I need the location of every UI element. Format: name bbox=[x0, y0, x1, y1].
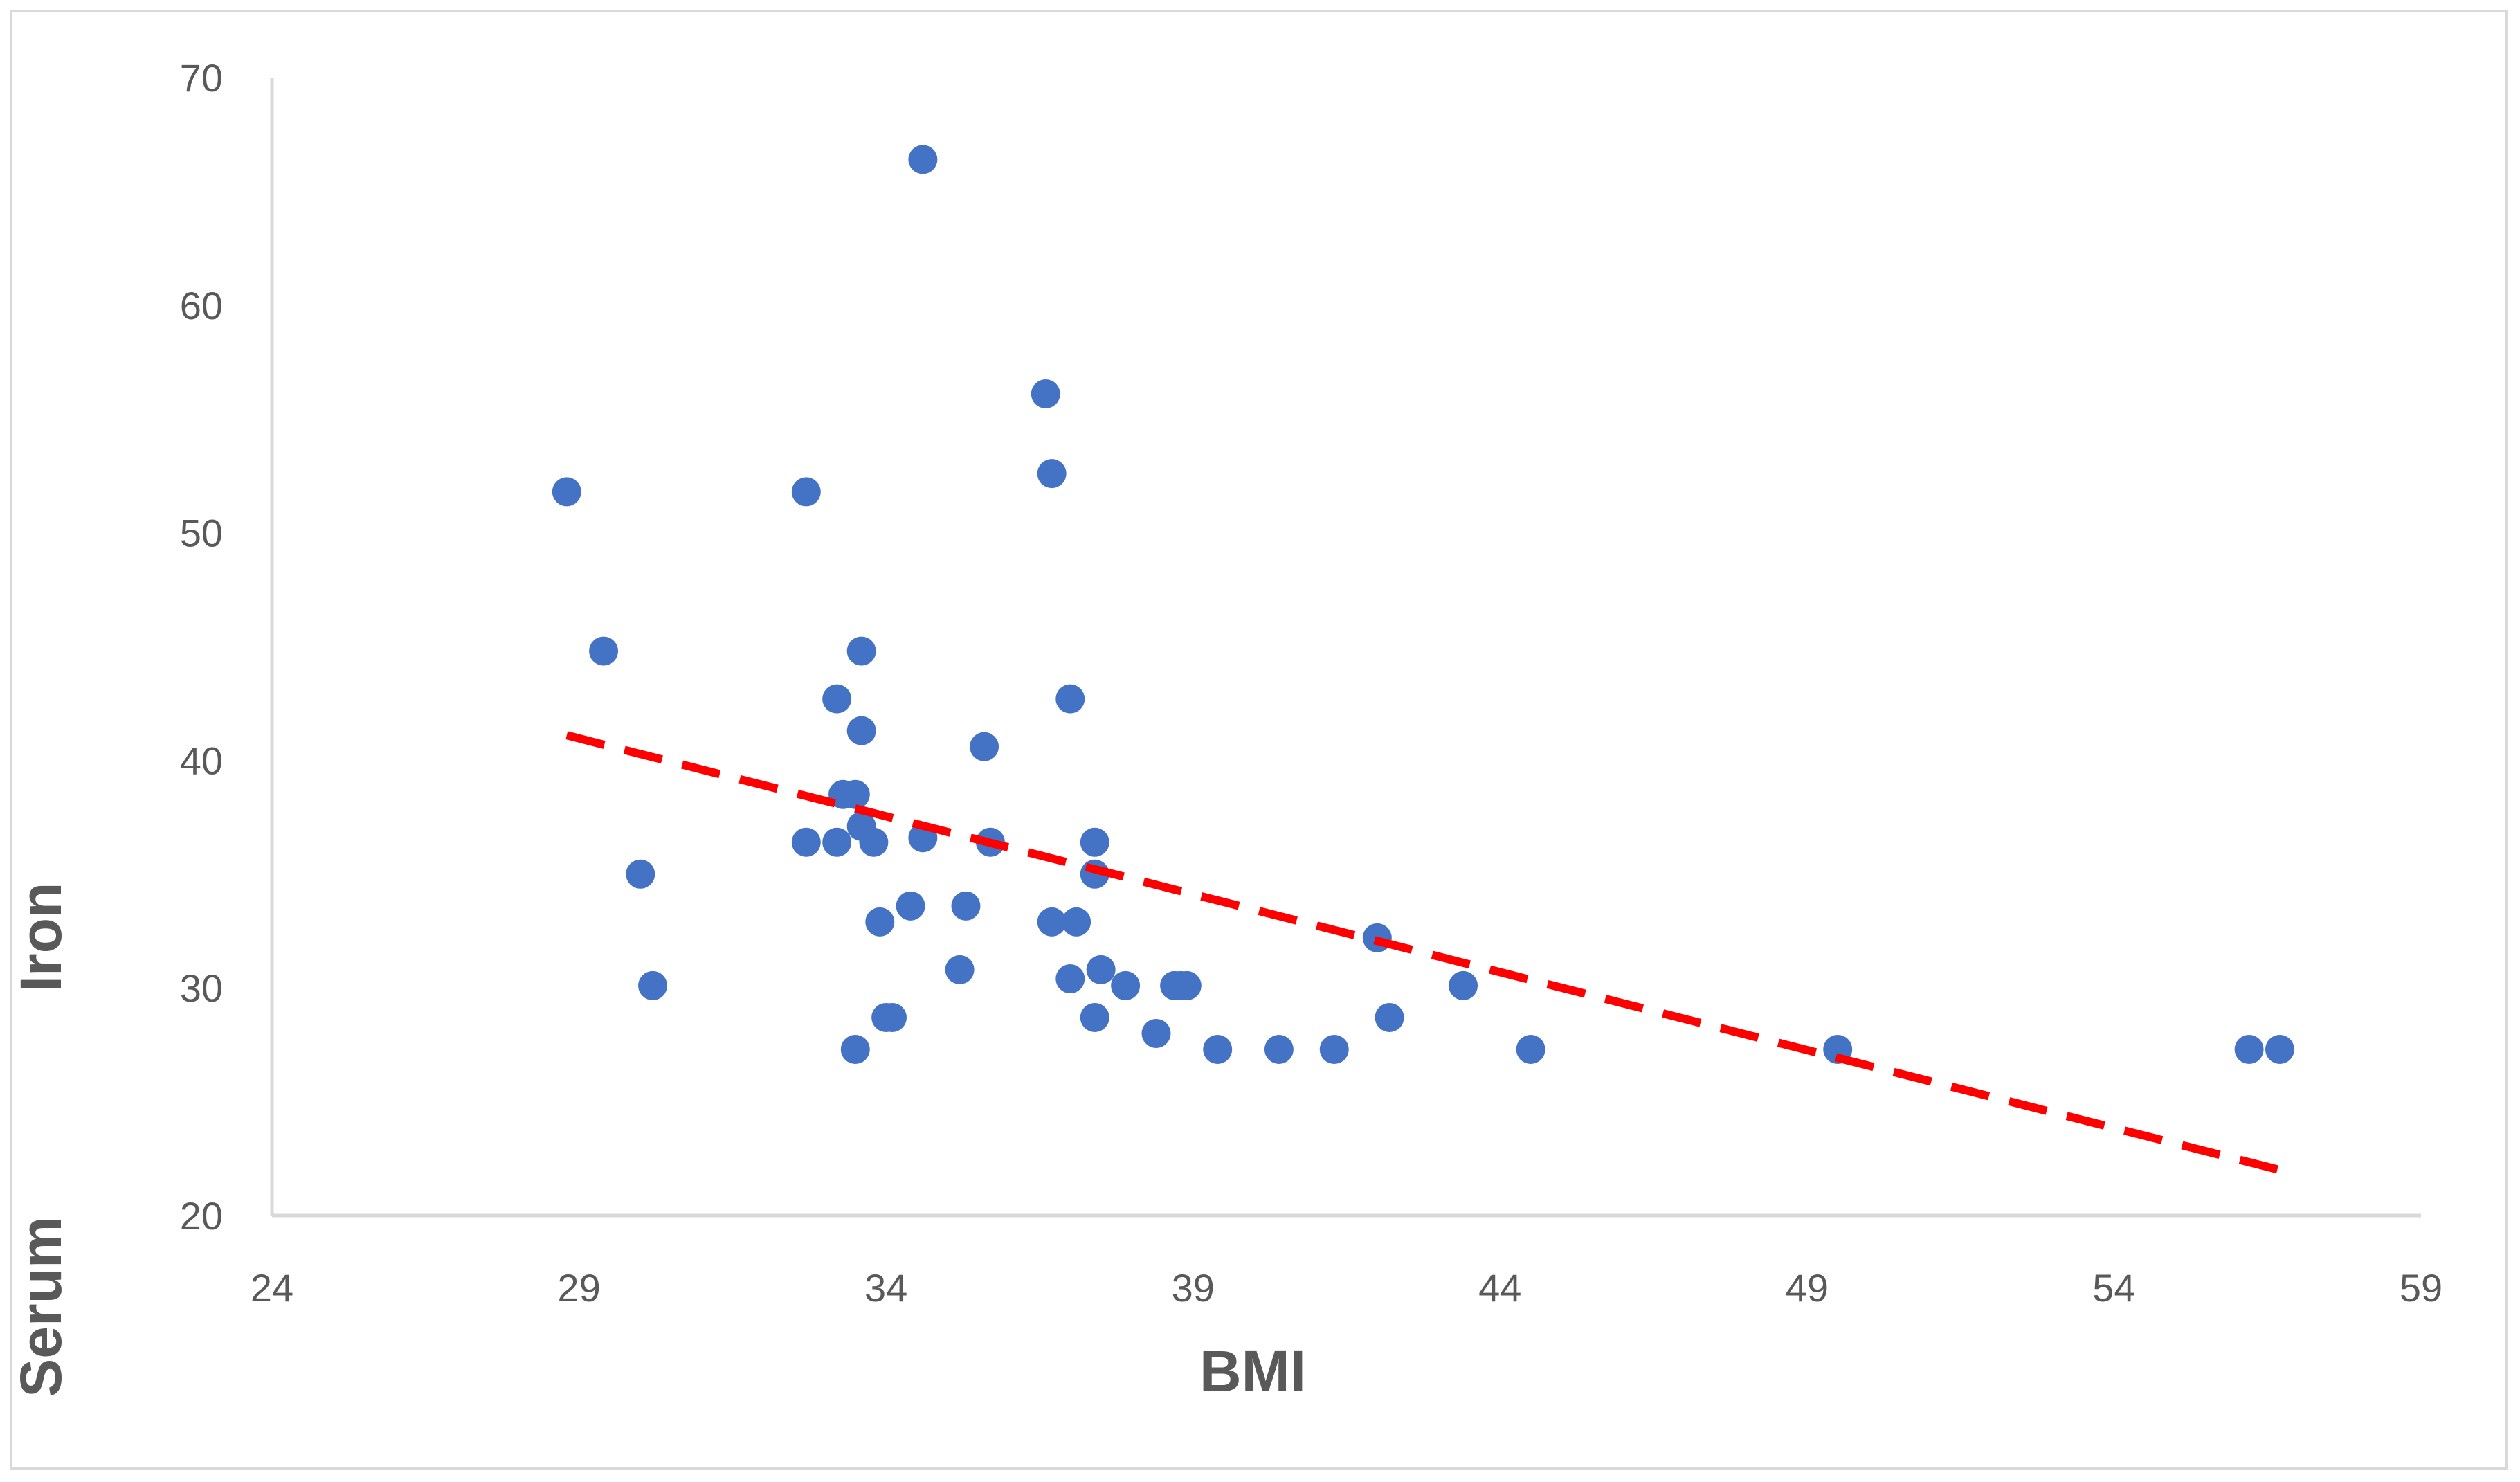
data-point bbox=[1172, 970, 1202, 1000]
data-points bbox=[552, 145, 2294, 1064]
x-tick-label: 39 bbox=[1172, 1266, 1215, 1310]
data-point bbox=[2234, 1034, 2264, 1064]
data-point bbox=[846, 636, 876, 666]
data-point bbox=[1055, 964, 1085, 994]
data-point bbox=[626, 859, 655, 889]
y-tick-label: 30 bbox=[180, 966, 223, 1010]
data-point bbox=[791, 827, 821, 857]
data-point bbox=[552, 477, 581, 507]
x-tick-label: 59 bbox=[2400, 1266, 2442, 1310]
data-point bbox=[840, 1034, 870, 1064]
data-point bbox=[1037, 907, 1067, 937]
data-point bbox=[1055, 684, 1085, 714]
data-point bbox=[1037, 459, 1067, 489]
data-point bbox=[878, 1002, 907, 1032]
data-point bbox=[1375, 1002, 1404, 1032]
data-point bbox=[822, 684, 852, 714]
y-tick-label: 50 bbox=[180, 512, 223, 555]
data-point bbox=[638, 970, 668, 1000]
data-point bbox=[791, 477, 821, 507]
x-tick-label: 24 bbox=[251, 1266, 293, 1310]
y-axis-title-serum: Serum bbox=[8, 1216, 73, 1397]
x-tick-label: 49 bbox=[1786, 1266, 1829, 1310]
y-tick-labels: 20 30 40 50 60 70 bbox=[180, 56, 223, 1238]
data-point bbox=[945, 955, 975, 984]
data-point bbox=[589, 636, 619, 666]
y-tick-label: 20 bbox=[180, 1194, 223, 1238]
data-point bbox=[1264, 1034, 1294, 1064]
data-point bbox=[1203, 1034, 1233, 1064]
data-point bbox=[1449, 970, 1478, 1000]
data-point bbox=[846, 716, 876, 745]
chart-frame bbox=[10, 10, 2508, 1470]
trendline bbox=[565, 731, 2281, 1175]
data-point bbox=[1319, 1034, 1349, 1064]
y-axis-title-iron: Iron bbox=[8, 883, 73, 993]
data-point bbox=[1080, 827, 1109, 857]
y-tick-label: 40 bbox=[180, 739, 223, 782]
data-point bbox=[1031, 379, 1060, 409]
data-point bbox=[859, 827, 889, 857]
x-tick-label: 54 bbox=[2092, 1266, 2135, 1310]
data-point bbox=[1516, 1034, 1545, 1064]
data-point bbox=[865, 907, 895, 937]
data-point bbox=[970, 732, 999, 761]
data-point bbox=[822, 827, 852, 857]
data-point bbox=[2265, 1034, 2294, 1064]
x-tick-labels: 24 29 34 39 44 49 54 59 bbox=[251, 1266, 2442, 1310]
y-tick-label: 60 bbox=[180, 284, 223, 327]
data-point bbox=[840, 779, 870, 809]
data-point bbox=[1111, 970, 1141, 1000]
data-point bbox=[1141, 1018, 1171, 1048]
data-point bbox=[1086, 955, 1116, 984]
x-tick-label: 44 bbox=[1478, 1266, 1521, 1310]
data-point bbox=[1062, 907, 1091, 937]
data-point bbox=[896, 891, 925, 921]
x-tick-label: 29 bbox=[557, 1266, 600, 1310]
x-tick-label: 34 bbox=[864, 1266, 907, 1310]
data-point bbox=[1080, 1002, 1109, 1032]
x-axis-title: BMI bbox=[1199, 1339, 1306, 1404]
data-point bbox=[908, 145, 938, 174]
data-point bbox=[951, 891, 981, 921]
y-tick-label: 70 bbox=[180, 56, 223, 100]
